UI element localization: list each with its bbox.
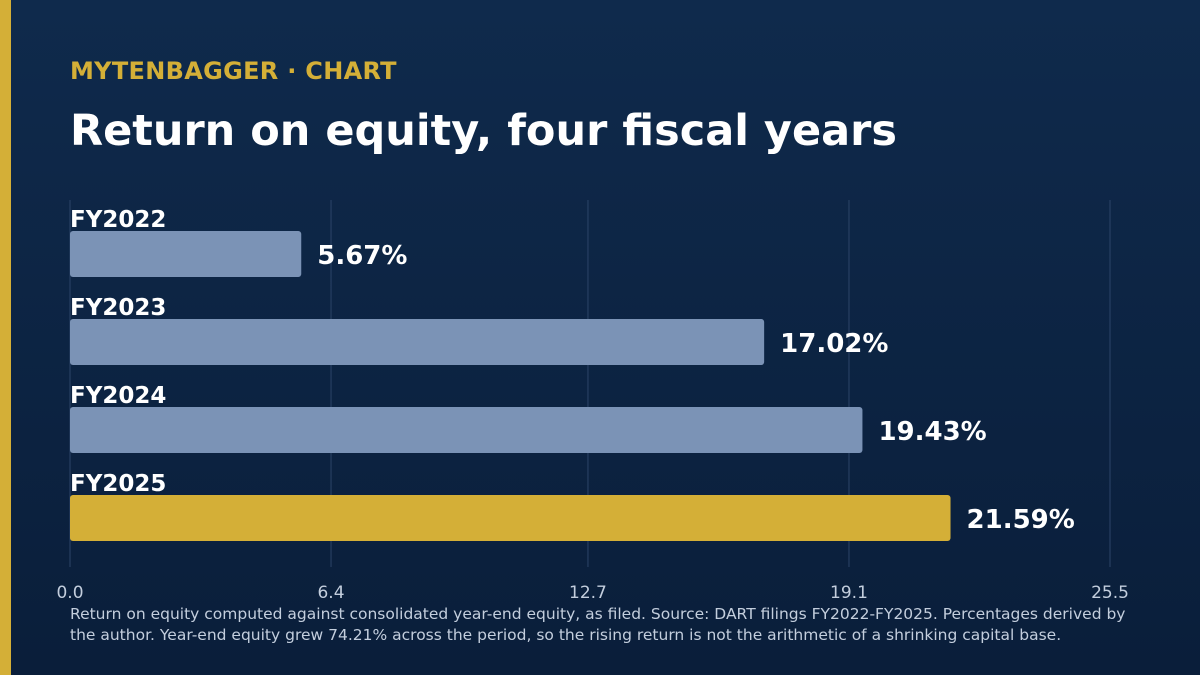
value-label: 17.02% — [780, 329, 888, 359]
category-label: FY2024 — [70, 383, 166, 409]
bar — [70, 407, 863, 453]
bar — [70, 319, 765, 365]
brand-separator: · — [287, 57, 297, 85]
brand-section: CHART — [305, 57, 397, 85]
x-tick-label: 12.7 — [569, 583, 607, 603]
value-label: 19.43% — [878, 417, 986, 447]
category-label: FY2023 — [70, 295, 166, 321]
brand-label: MYTENBAGGER · CHART — [70, 57, 397, 85]
x-tick-label: 6.4 — [317, 583, 344, 603]
brand-name: MYTENBAGGER — [70, 57, 279, 85]
category-label: FY2022 — [70, 207, 166, 233]
bar — [70, 495, 951, 541]
chart-title: Return on equity, four fiscal years — [70, 106, 897, 156]
value-label: 5.67% — [317, 241, 407, 271]
value-label: 21.59% — [967, 505, 1075, 535]
footnote: Return on equity computed against consol… — [70, 605, 1126, 644]
category-label: FY2025 — [70, 471, 166, 497]
x-tick-label: 25.5 — [1091, 583, 1129, 603]
bar — [70, 231, 302, 277]
accent-bar — [0, 0, 11, 675]
x-tick-label: 19.1 — [830, 583, 868, 603]
x-tick-label: 0.0 — [56, 583, 83, 603]
